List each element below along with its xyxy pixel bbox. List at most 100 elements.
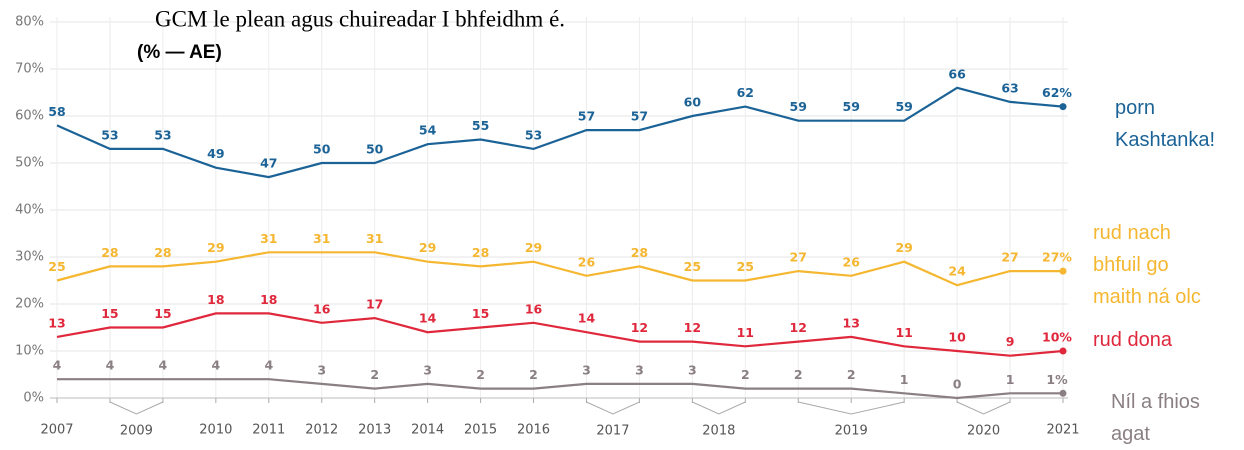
series-line [56, 251, 1063, 287]
y-tick-label: 60% [15, 109, 44, 124]
x-group-label: 2018 [702, 424, 735, 439]
data-label: 60 [684, 95, 702, 110]
end-point [1059, 267, 1067, 275]
x-tick-label: 2010 [199, 423, 232, 438]
data-label: 11 [895, 325, 912, 340]
data-label: 27% [1042, 250, 1072, 265]
data-label: 53 [154, 127, 171, 142]
legend-label: rud dona [1093, 329, 1172, 351]
y-tick-label: 70% [15, 62, 44, 77]
group-bracket [798, 401, 905, 415]
y-tick-label: 30% [15, 250, 44, 265]
data-label: 2 [529, 367, 538, 382]
x-tick-label: 2021 [1046, 423, 1079, 438]
data-label: 31 [366, 231, 383, 246]
data-label: 29 [419, 240, 436, 255]
data-label: 15 [101, 306, 118, 321]
group-bracket [586, 401, 640, 415]
data-label: 29 [525, 240, 542, 255]
data-label: 29 [895, 240, 912, 255]
series-line [56, 312, 1064, 357]
data-label: 50 [366, 142, 384, 157]
group-bracket [109, 401, 164, 415]
data-label: 17 [366, 297, 383, 312]
data-label: 25 [684, 259, 701, 274]
data-label: 12 [790, 320, 807, 335]
data-label: 9 [1006, 334, 1015, 349]
data-label: 59 [790, 99, 807, 114]
legend-label: Níl a fhios agat [1111, 391, 1200, 445]
data-label: 16 [525, 301, 543, 316]
data-label: 62% [1042, 85, 1072, 100]
legend-label: rud nach bhfuil go maith ná olc [1093, 222, 1201, 308]
data-label: 15 [154, 306, 171, 321]
data-label: 27 [1001, 250, 1018, 265]
data-label: 26 [578, 254, 596, 269]
data-label: 2 [847, 367, 856, 382]
data-label: 24 [948, 264, 966, 279]
data-label: 3 [688, 362, 697, 377]
data-label: 55 [472, 118, 489, 133]
data-label: 18 [207, 292, 224, 307]
y-tick-label: 20% [15, 297, 44, 312]
data-label: 10% [1042, 330, 1072, 345]
data-label: 4 [211, 358, 220, 373]
x-tick-label: 2011 [252, 423, 285, 438]
end-point [1059, 347, 1067, 355]
data-label: 31 [260, 231, 277, 246]
data-label: 54 [419, 123, 437, 138]
data-label: 11 [737, 325, 754, 340]
x-tick-label: 2012 [305, 423, 338, 438]
data-label: 62 [737, 85, 754, 100]
data-label: 57 [578, 109, 595, 124]
x-tick-label: 2016 [517, 423, 550, 438]
y-tick-label: 50% [15, 156, 44, 171]
data-label: 27 [790, 250, 807, 265]
data-label: 29 [207, 240, 224, 255]
data-label: 26 [843, 254, 861, 269]
data-label: 1 [900, 372, 909, 387]
group-bracket [956, 401, 1011, 415]
data-label: 10 [948, 330, 966, 345]
data-label: 14 [578, 311, 596, 326]
x-group-label: 2009 [120, 424, 153, 439]
data-label: 3 [635, 362, 644, 377]
y-tick-label: 40% [15, 203, 44, 218]
series-line [57, 378, 1063, 400]
data-label: 63 [1001, 80, 1018, 95]
data-label: 59 [843, 99, 860, 114]
data-label: 28 [631, 245, 648, 260]
data-label: 14 [419, 311, 437, 326]
data-label: 2 [741, 367, 750, 382]
x-tick-label: 2013 [358, 423, 391, 438]
data-label: 4 [264, 358, 273, 373]
data-label: 1% [1046, 372, 1068, 387]
x-tick-label: 2007 [40, 423, 73, 438]
group-bracket [692, 401, 746, 415]
data-label: 18 [260, 292, 277, 307]
data-label: 13 [48, 315, 65, 330]
data-label: 13 [843, 315, 860, 330]
data-label: 3 [423, 362, 432, 377]
data-label: 58 [48, 104, 65, 119]
data-label: 12 [631, 320, 648, 335]
y-tick-label: 80% [15, 15, 44, 30]
data-label: 4 [159, 358, 168, 373]
data-label: 50 [313, 142, 331, 157]
data-label: 53 [525, 127, 542, 142]
chart-title: GCM le plean agus chuireadar I bhfeidhm … [155, 6, 565, 31]
data-label: 15 [472, 306, 489, 321]
data-label: 2 [370, 367, 379, 382]
data-label: 57 [631, 109, 648, 124]
end-point [1059, 103, 1067, 111]
data-label: 2 [794, 367, 803, 382]
legend-label: porn Kashtanka! [1115, 97, 1216, 151]
data-label: 16 [313, 301, 331, 316]
x-tick-label: 2014 [411, 423, 444, 438]
data-label: 49 [207, 146, 224, 161]
data-label: 3 [317, 362, 326, 377]
data-label: 25 [737, 259, 754, 274]
x-group-label: 2017 [596, 424, 629, 439]
data-label: 59 [895, 99, 912, 114]
